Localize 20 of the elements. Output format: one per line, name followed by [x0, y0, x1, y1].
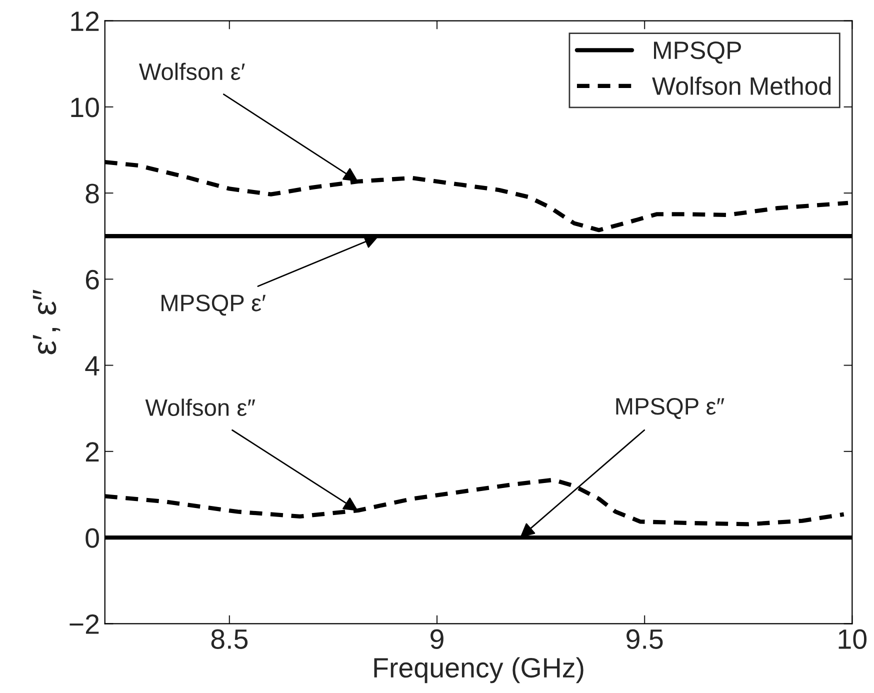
annotation: Wolfson ε′ [138, 62, 245, 80]
y-axis-title: ε′, ε″ [32, 290, 60, 354]
annotation: MPSQP ε″ [616, 398, 724, 419]
legend-label: Wolfson Method [652, 76, 831, 95]
y-tick-label: 12 [71, 11, 99, 31]
annotation: MPSQP ε′ [162, 294, 266, 316]
x-tick-label: 9.5 [626, 629, 663, 649]
legend-label: MPSQP [654, 41, 741, 64]
y-tick-label: −2 [70, 614, 99, 634]
y-tick-label: 6 [86, 270, 99, 290]
x-tick-label: 9 [430, 629, 444, 649]
y-tick-label: 0 [86, 528, 99, 548]
y-tick-label: 10 [71, 98, 99, 118]
y-tick-label: 4 [85, 356, 100, 376]
x-axis-title: Frequency (GHz) [374, 657, 584, 684]
x-tick-label: 8.5 [211, 629, 248, 649]
x-tick-label: 10 [838, 629, 867, 649]
annotation: Wolfson ε″ [145, 398, 256, 416]
y-tick-label: 2 [86, 442, 99, 462]
y-tick-label: 8 [86, 184, 99, 204]
